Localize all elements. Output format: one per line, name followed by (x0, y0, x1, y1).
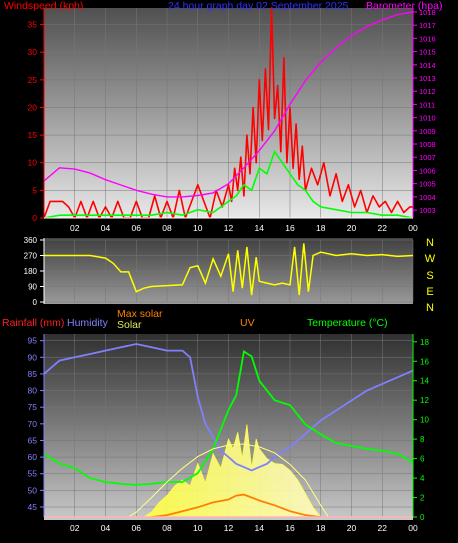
compass-label-n-top: N (426, 237, 434, 249)
wind-y-tick-label: 30 (28, 47, 38, 57)
baro-y-tick-label: 1010 (419, 114, 436, 123)
max-solar-line (128, 443, 329, 518)
rain-axis-title: Rainfall (mm) (2, 317, 64, 329)
wind-average-line (43, 149, 414, 219)
wind-y-tick-label: 25 (28, 75, 38, 85)
climate-x-tick-label: 00 (408, 523, 418, 533)
wind-speed-line (43, 7, 413, 219)
climate-x-tick-label: 20 (347, 523, 357, 533)
climate-x-tick-label: 04 (101, 523, 111, 533)
uv-line (151, 493, 321, 518)
compass-label-w: W (425, 253, 436, 265)
temperature-line (43, 350, 414, 486)
chart-title: 24 hour graph day 02 September 2025 (168, 0, 349, 12)
wind-x-tick-label: 16 (285, 223, 295, 233)
compass-label-s: S (426, 270, 433, 282)
dir-y-tick-label: 90 (28, 283, 37, 292)
legend-humidity: Humidity (67, 317, 109, 329)
baro-y-tick-label: 1007 (419, 153, 436, 162)
wind-y-tick-label: 0 (32, 213, 37, 223)
baro-y-tick-label: 1015 (419, 48, 436, 57)
barometer-line (43, 11, 414, 198)
humidity-y-tick-label: 80 (28, 386, 38, 396)
temp-y-tick-label: 16 (420, 357, 429, 366)
compass-label-e: E (426, 286, 433, 298)
wind-x-tick-label: 04 (101, 223, 111, 233)
baro-y-tick-label: 1006 (419, 166, 436, 175)
dir-y-tick-label: 0 (33, 298, 38, 307)
dir-y-tick-label: 270 (24, 252, 38, 261)
climate-x-tick-label: 22 (378, 523, 388, 533)
baro-y-tick-label: 1004 (419, 193, 436, 202)
climate-x-tick-label: 14 (255, 523, 265, 533)
temp-y-tick-label: 4 (420, 474, 425, 483)
humidity-y-tick-label: 90 (28, 352, 38, 362)
wind-x-tick-label: 00 (408, 223, 418, 233)
humidity-y-tick-label: 60 (28, 452, 38, 462)
humidity-y-tick-label: 70 (28, 419, 38, 429)
wind-x-tick-label: 14 (255, 223, 265, 233)
baro-y-tick-label: 1014 (419, 61, 436, 70)
temp-y-tick-label: 12 (420, 396, 429, 405)
wind-y-tick-label: 20 (28, 102, 38, 112)
wind-x-tick-label: 22 (378, 223, 388, 233)
baro-y-tick-label: 1017 (419, 21, 436, 30)
wind-x-tick-label: 18 (316, 223, 326, 233)
wind-x-tick-label: 20 (347, 223, 357, 233)
temp-y-tick-label: 6 (420, 455, 425, 464)
temp-y-tick-label: 2 (420, 494, 425, 503)
baro-y-tick-label: 1012 (419, 87, 436, 96)
baro-y-tick-label: 1018 (419, 8, 436, 17)
wind-x-tick-label: 06 (132, 223, 142, 233)
climate-x-tick-label: 02 (70, 523, 80, 533)
climate-x-tick-label: 16 (285, 523, 295, 533)
legend-temperature: Temperature (°C) (307, 317, 388, 329)
legend-solar: Solar (117, 319, 142, 331)
baro-y-tick-label: 1003 (419, 206, 436, 215)
baro-y-tick-label: 1005 (419, 180, 436, 189)
wind-y-tick-label: 35 (28, 20, 38, 30)
dir-y-tick-label: 360 (24, 236, 38, 245)
humidity-y-tick-label: 45 (28, 502, 38, 512)
humidity-y-tick-label: 50 (28, 485, 38, 495)
climate-x-tick-label: 10 (193, 523, 203, 533)
wind-x-tick-label: 12 (224, 223, 234, 233)
wind-direction-line (44, 243, 414, 296)
wind-y-tick-label: 5 (32, 185, 37, 195)
temp-y-tick-label: 0 (420, 513, 425, 522)
climate-x-tick-label: 08 (162, 523, 172, 533)
baro-axis-title: Barometer (hpa) (366, 0, 442, 12)
baro-y-tick-label: 1011 (419, 100, 435, 109)
wind-y-tick-label: 15 (28, 130, 38, 140)
temp-y-tick-label: 18 (420, 338, 429, 347)
baro-y-tick-label: 1013 (419, 74, 436, 83)
baro-y-tick-label: 1016 (419, 34, 436, 43)
humidity-y-tick-label: 65 (28, 435, 38, 445)
solar-area (142, 424, 322, 518)
legend-uv: UV (240, 317, 255, 329)
climate-x-tick-label: 18 (316, 523, 326, 533)
humidity-y-tick-label: 75 (28, 402, 38, 412)
humidity-line (43, 343, 414, 472)
climate-x-tick-label: 06 (132, 523, 142, 533)
temp-y-tick-label: 10 (420, 416, 429, 425)
wind-x-tick-label: 02 (70, 223, 80, 233)
compass-label-n-bottom: N (426, 302, 434, 314)
humidity-y-tick-label: 85 (28, 369, 38, 379)
wind-axis-title: Windspeed (kph) (4, 0, 83, 12)
dir-y-tick-label: 180 (24, 267, 38, 276)
humidity-y-tick-label: 95 (28, 336, 38, 346)
wind-y-tick-label: 10 (28, 158, 38, 168)
humidity-y-tick-label: 55 (28, 469, 38, 479)
temp-y-tick-label: 8 (420, 435, 425, 444)
wind-x-tick-label: 08 (162, 223, 172, 233)
baro-y-tick-label: 1008 (419, 140, 436, 149)
climate-x-tick-label: 12 (224, 523, 234, 533)
wind-x-tick-label: 10 (193, 223, 203, 233)
baro-y-tick-label: 1009 (419, 127, 436, 136)
legend-max-solar: Max solar (117, 308, 163, 320)
temp-y-tick-label: 14 (420, 377, 429, 386)
